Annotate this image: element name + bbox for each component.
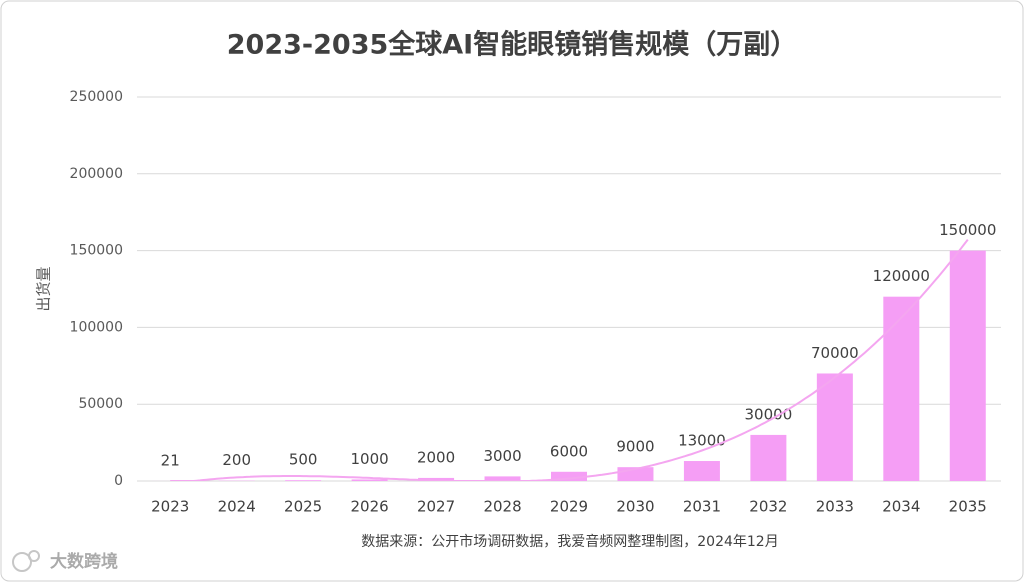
value-label: 3000	[483, 447, 521, 465]
value-label: 120000	[873, 267, 930, 285]
source-note: 数据来源：公开市场调研数据，我爱音频网整理制图，2024年12月	[361, 533, 778, 550]
y-tick-label: 0	[114, 473, 123, 489]
bar	[684, 461, 720, 481]
x-tick-label: 2023	[151, 498, 189, 516]
x-tick-label: 2034	[882, 498, 920, 516]
chart-title: 2023-2035全球AI智能眼镜销售规模（万副）	[227, 29, 797, 61]
y-tick-label: 150000	[70, 243, 123, 259]
value-label: 9000	[616, 438, 654, 456]
x-tick-label: 2026	[351, 498, 389, 516]
y-axis-label: 出货量	[35, 266, 53, 311]
x-tick-label: 2025	[284, 498, 322, 516]
y-tick-label: 200000	[70, 166, 123, 182]
value-label: 21	[161, 451, 180, 469]
value-label: 500	[289, 451, 318, 469]
y-tick-label: 250000	[70, 89, 123, 105]
watermark: 大数跨境	[50, 551, 118, 572]
x-tick-label: 2031	[683, 498, 721, 516]
x-tick-label: 2030	[616, 498, 654, 516]
bar	[817, 373, 853, 481]
x-tick-label: 2035	[949, 498, 987, 516]
value-label: 70000	[811, 344, 859, 362]
bar	[950, 251, 986, 481]
value-label: 200	[222, 451, 251, 469]
value-label: 2000	[417, 448, 455, 466]
x-tick-label: 2032	[749, 498, 787, 516]
x-tick-label: 2027	[417, 498, 455, 516]
value-label: 150000	[939, 221, 996, 239]
y-tick-label: 100000	[70, 319, 123, 335]
value-label: 1000	[351, 450, 389, 468]
value-label: 6000	[550, 442, 588, 460]
bar	[750, 435, 786, 481]
y-tick-label: 50000	[78, 396, 123, 412]
bar	[285, 480, 321, 481]
x-tick-label: 2028	[483, 498, 521, 516]
value-label: 13000	[678, 432, 726, 450]
bar	[352, 479, 388, 481]
x-tick-label: 2029	[550, 498, 588, 516]
bar	[883, 297, 919, 481]
x-tick-label: 2033	[816, 498, 854, 516]
x-tick-label: 2024	[218, 498, 256, 516]
